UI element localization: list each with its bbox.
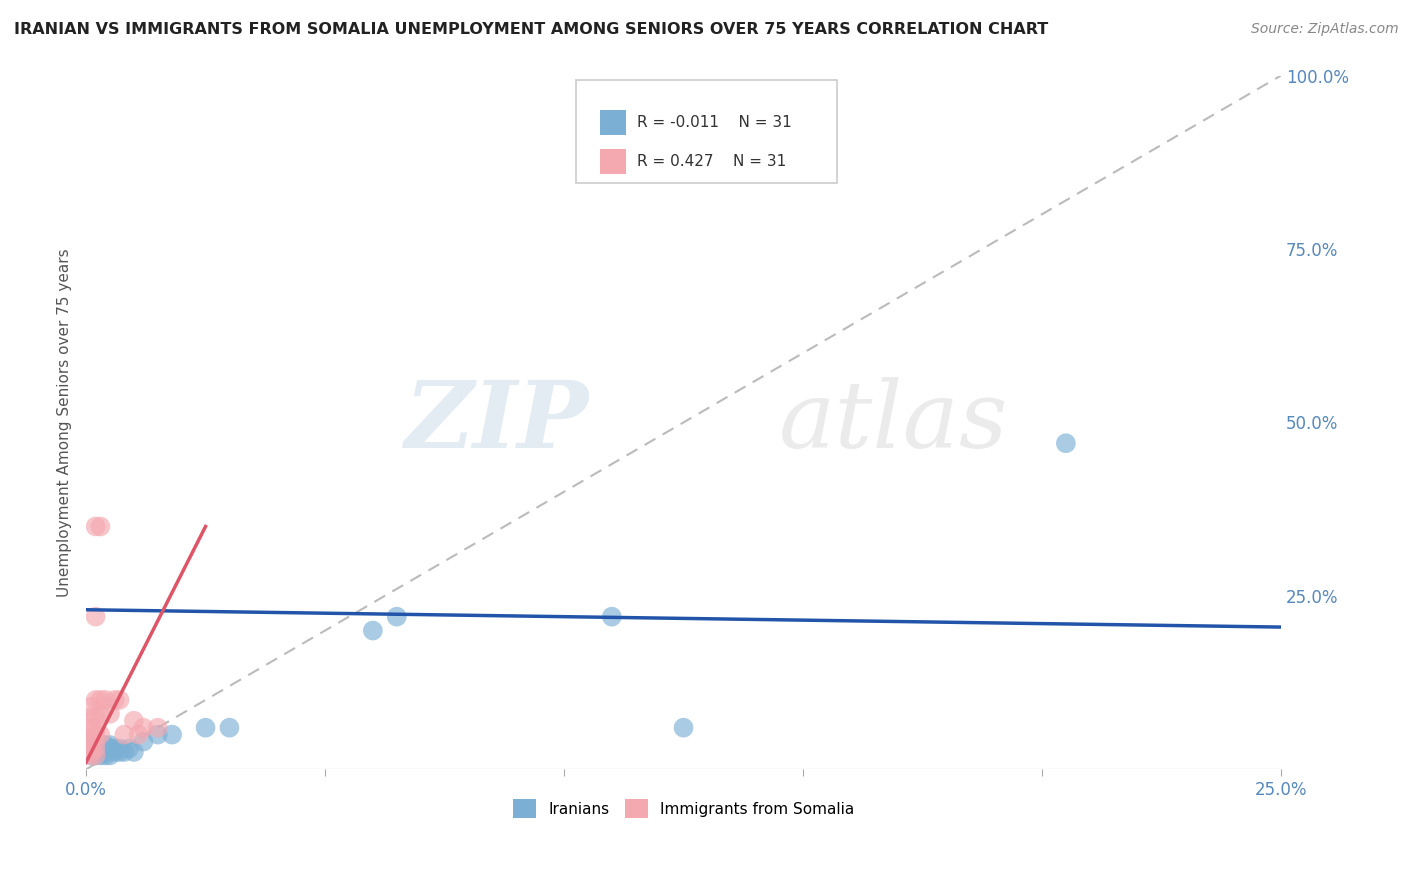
Point [122, 745, 145, 759]
Point [94, 693, 117, 707]
Point [672, 721, 695, 735]
Point [80, 748, 103, 763]
Point [104, 693, 127, 707]
Point [84, 519, 107, 533]
Y-axis label: Unemployment Among Seniors over 75 years: Unemployment Among Seniors over 75 years [58, 248, 72, 597]
Point [218, 721, 240, 735]
Point [80, 745, 103, 759]
Text: atlas: atlas [779, 377, 1008, 467]
Point [84, 745, 107, 759]
Text: ZIP: ZIP [404, 377, 588, 467]
Point [104, 745, 127, 759]
Point [108, 741, 131, 756]
Point [98, 748, 121, 763]
Point [112, 728, 135, 742]
Point [108, 745, 131, 759]
Point [80, 738, 103, 752]
Point [80, 748, 103, 763]
Text: R = 0.427    N = 31: R = 0.427 N = 31 [637, 154, 786, 169]
Point [84, 710, 107, 724]
Point [94, 738, 117, 752]
Legend: Iranians, Immigrants from Somalia: Iranians, Immigrants from Somalia [508, 793, 860, 824]
Point [80, 741, 103, 756]
Point [89, 748, 111, 763]
Point [84, 748, 107, 763]
Point [118, 741, 141, 756]
Point [80, 721, 103, 735]
Point [146, 721, 169, 735]
Point [94, 748, 117, 763]
Point [84, 741, 107, 756]
Point [80, 741, 103, 756]
Point [385, 609, 408, 624]
Point [84, 609, 107, 624]
Point [84, 748, 107, 763]
Point [361, 624, 384, 638]
Point [89, 741, 111, 756]
Point [146, 728, 169, 742]
Point [112, 745, 135, 759]
Point [89, 519, 111, 533]
Point [98, 741, 121, 756]
Point [104, 741, 127, 756]
Point [80, 734, 103, 748]
Point [122, 714, 145, 728]
Point [89, 728, 111, 742]
Point [94, 745, 117, 759]
Point [160, 728, 183, 742]
Point [89, 693, 111, 707]
Point [84, 734, 107, 748]
Point [80, 699, 103, 714]
Text: Source: ZipAtlas.com: Source: ZipAtlas.com [1251, 22, 1399, 37]
Text: IRANIAN VS IMMIGRANTS FROM SOMALIA UNEMPLOYMENT AMONG SENIORS OVER 75 YEARS CORR: IRANIAN VS IMMIGRANTS FROM SOMALIA UNEMP… [14, 22, 1049, 37]
Point [132, 734, 155, 748]
Point [194, 721, 217, 735]
Point [84, 741, 107, 756]
Point [1054, 436, 1077, 450]
Point [98, 706, 121, 721]
Point [128, 728, 150, 742]
Point [80, 710, 103, 724]
Point [132, 721, 155, 735]
Point [98, 738, 121, 752]
Point [600, 609, 623, 624]
Point [84, 693, 107, 707]
Point [108, 693, 131, 707]
Point [84, 721, 107, 735]
Text: R = -0.011    N = 31: R = -0.011 N = 31 [637, 115, 792, 129]
Point [80, 731, 103, 745]
Point [80, 745, 103, 759]
Point [84, 728, 107, 742]
Point [89, 706, 111, 721]
